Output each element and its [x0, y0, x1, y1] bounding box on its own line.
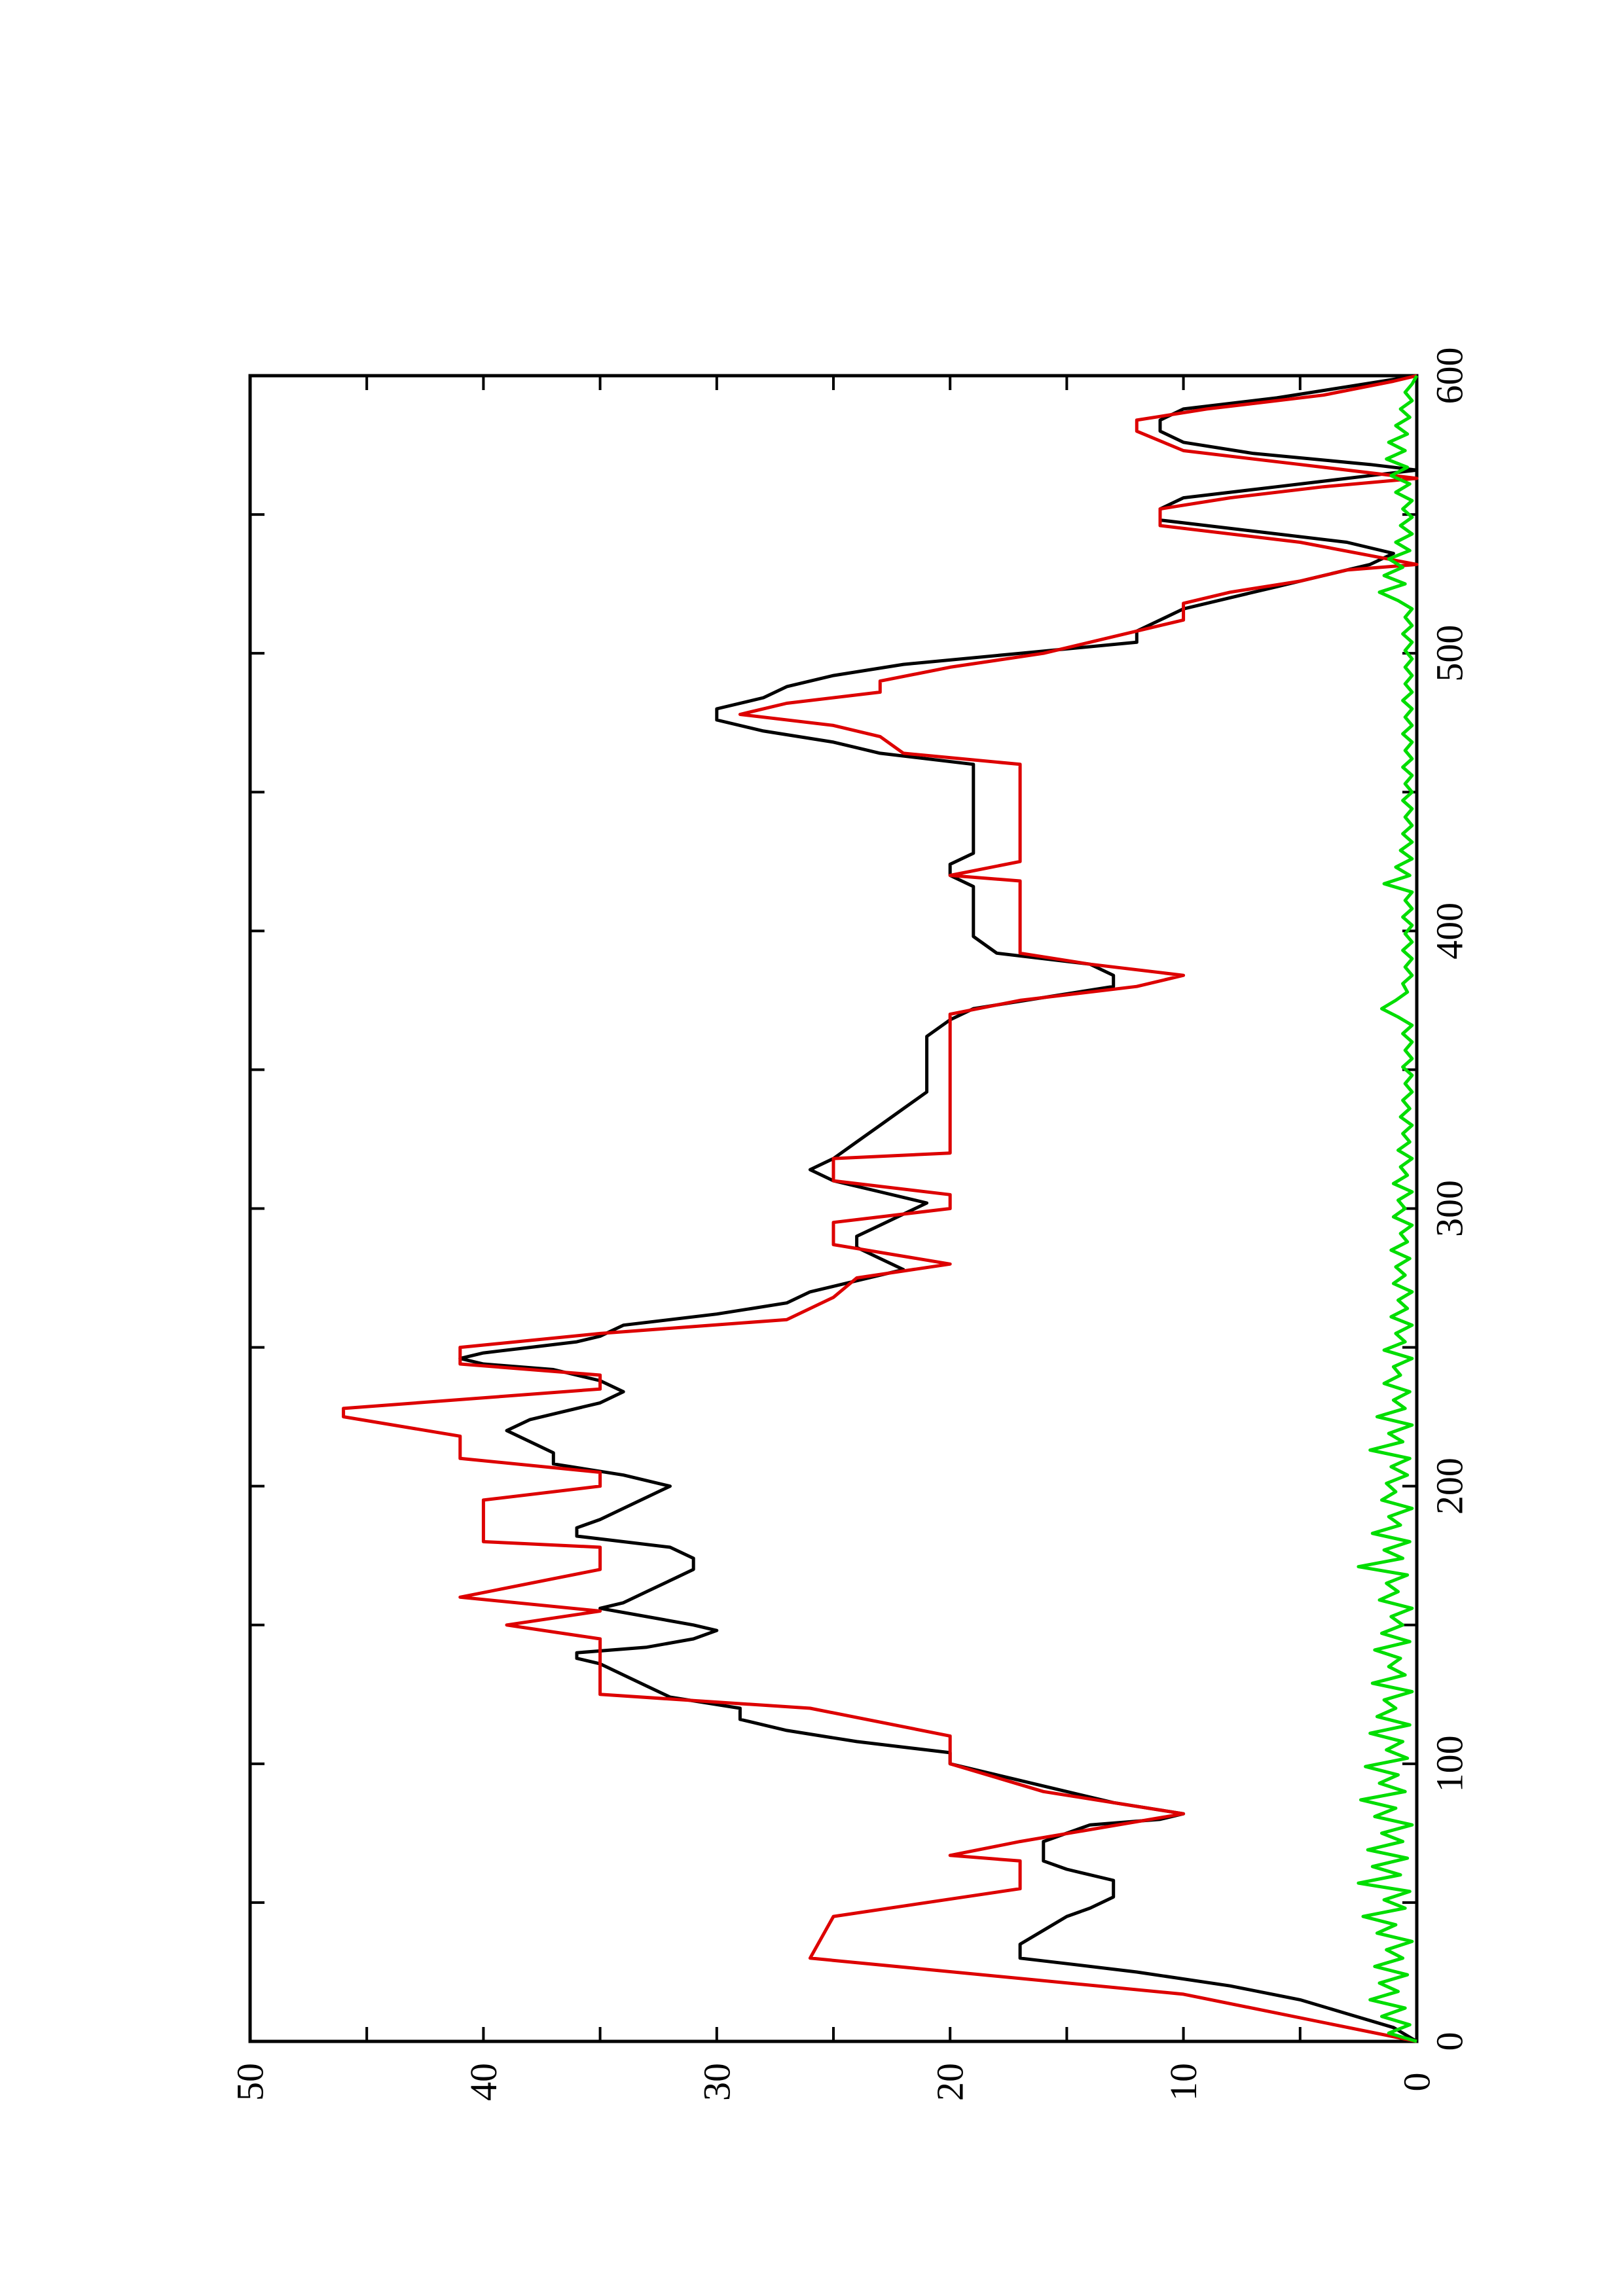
series-line-1 — [458, 374, 1419, 2043]
x-tick-label: 600 — [1429, 348, 1471, 404]
series-layer — [342, 374, 1419, 2043]
x-tick-label: 300 — [1429, 1180, 1471, 1237]
axis-tick-labels: 0 100 200 300 400 500 600 0 10 20 30 40 50 — [229, 348, 1471, 2102]
y-tick-label: 50 — [229, 2063, 272, 2101]
y-tick-label: 20 — [929, 2063, 972, 2101]
x-tick-label: 500 — [1429, 625, 1471, 682]
y-tick-label: 10 — [1162, 2063, 1205, 2101]
axis-ticks — [249, 374, 1418, 2043]
y-tick-label: 40 — [462, 2063, 505, 2101]
y-tick-label: 0 — [1396, 2073, 1438, 2092]
x-tick-label: 100 — [1429, 1735, 1471, 1792]
x-tick-label: 400 — [1429, 903, 1471, 960]
y-tick-label: 30 — [695, 2063, 738, 2101]
plot-frame — [248, 374, 1419, 2043]
series-line-3 — [1357, 374, 1419, 2043]
x-tick-label: 200 — [1429, 1458, 1471, 1515]
series-line-2 — [342, 374, 1419, 2043]
x-tick-label: 0 — [1429, 2032, 1471, 2051]
